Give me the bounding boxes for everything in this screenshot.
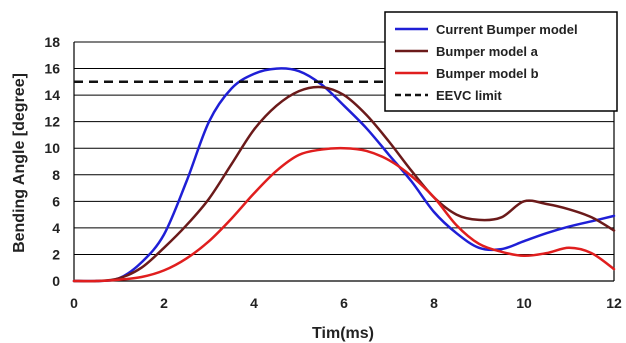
legend-label-current-bumper-model: Current Bumper model [436,22,578,37]
legend: Current Bumper model Bumper model a Bumper… [384,11,618,112]
x-tick-label: 12 [606,295,622,311]
x-tick-label: 6 [340,295,348,311]
x-tick-label: 8 [430,295,438,311]
y-tick-label: 6 [52,193,60,209]
series-line-bumper-model-b [72,146,616,283]
x-tick-label: 4 [250,295,258,311]
x-axis-title: Tim(ms) [312,325,374,342]
y-tick-label: 18 [44,34,60,50]
legend-items: Current Bumper model Bumper model a Bumper… [395,22,578,103]
series-line-bumper-model-a [72,85,616,283]
y-tick-label: 12 [44,114,60,130]
y-tick-labels: 0 2 4 6 8 10 12 14 16 18 [44,34,60,289]
y-tick-label: 2 [52,246,60,262]
legend-label-eevc-limit: EEVC limit [436,88,502,103]
y-tick-label: 0 [52,273,60,289]
y-tick-label: 10 [44,140,60,156]
y-tick-label: 4 [52,220,60,236]
x-tick-label: 0 [70,295,78,311]
legend-label-bumper-model-b: Bumper model b [436,66,539,81]
x-tick-label: 2 [160,295,168,311]
series-line-current-bumper-model [72,67,616,283]
legend-label-bumper-model-a: Bumper model a [436,44,539,59]
y-axis-title: Bending Angle [degree] [11,73,28,253]
y-tick-label: 16 [44,61,60,77]
y-tick-label: 8 [52,167,60,183]
x-tick-label: 10 [516,295,532,311]
x-tick-labels: 0 2 4 6 8 10 12 [70,295,622,311]
y-tick-label: 14 [44,87,60,103]
